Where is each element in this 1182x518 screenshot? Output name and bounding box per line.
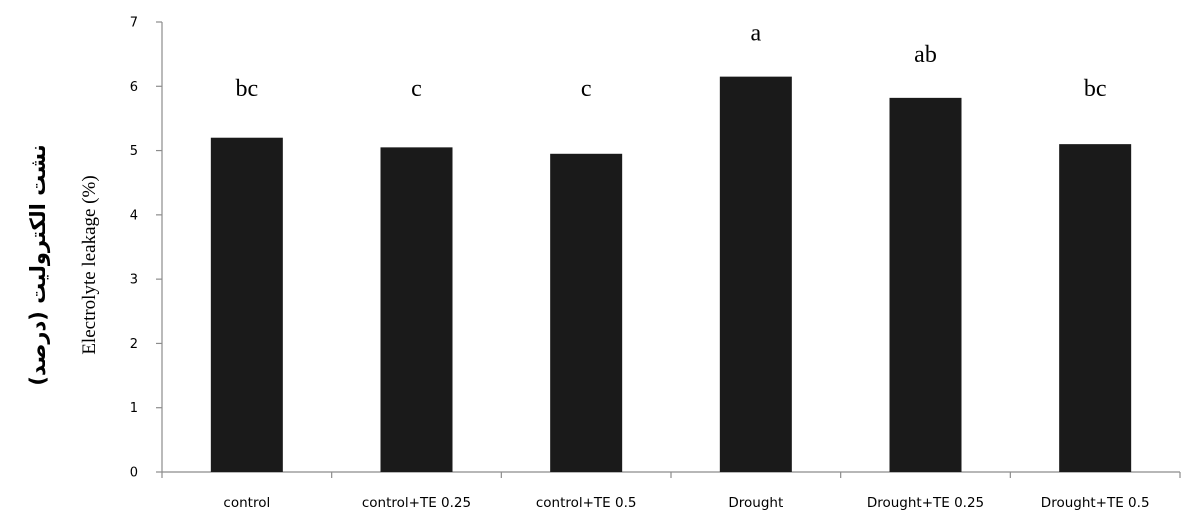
x-category-label: Drought: [728, 495, 783, 511]
y-axis-ticks: 0 1 2 3 4 5 6 7: [130, 16, 162, 481]
y-tick-label: 4: [130, 208, 138, 223]
y-tick-label: 2: [130, 337, 138, 352]
bar: [889, 97, 962, 472]
significance-letter: bc: [1084, 76, 1107, 102]
bar: [210, 137, 283, 472]
x-axis-tick-labels: control control+TE 0.25 control+TE 0.5 Drou…: [223, 495, 1149, 511]
significance-letter: ab: [914, 42, 937, 68]
significance-letter: a: [751, 21, 762, 47]
axes: [161, 22, 1181, 478]
y-tick-label: 6: [130, 80, 138, 95]
bar: [719, 76, 792, 473]
y-tick-label: 7: [130, 16, 138, 31]
significance-letter: c: [581, 76, 592, 102]
y-tick-label: 5: [130, 144, 138, 159]
bars: [210, 76, 1132, 473]
significance-letter: bc: [236, 76, 259, 102]
bar: [550, 153, 623, 473]
x-category-label: control+TE 0.25: [362, 495, 471, 511]
bar: [1059, 144, 1132, 472]
y-axis-title-english: Electrolyte leakage (%): [79, 175, 100, 354]
bar: [380, 147, 453, 472]
y-tick-label: 0: [130, 466, 138, 481]
significance-letters: bc c c a ab bc: [236, 21, 1107, 102]
x-category-label: control+TE 0.5: [536, 495, 637, 511]
y-tick-label: 1: [130, 401, 138, 416]
significance-letter: c: [411, 76, 422, 102]
y-tick-label: 3: [130, 273, 138, 288]
x-category-label: control: [223, 495, 270, 511]
y-axis-title-group: نشت الکترولیت (درصد) Electrolyte leakage…: [26, 144, 100, 385]
y-axis-title-persian: نشت الکترولیت (درصد): [26, 144, 50, 385]
x-category-label: Drought+TE 0.5: [1041, 495, 1150, 511]
x-category-label: Drought+TE 0.25: [867, 495, 984, 511]
